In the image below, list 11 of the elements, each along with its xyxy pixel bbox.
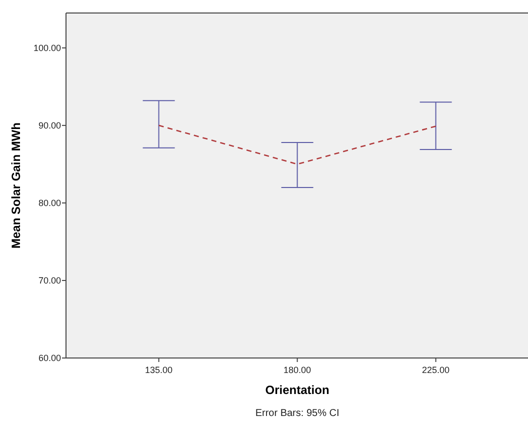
x-tick-label: 135.00 bbox=[145, 365, 173, 375]
x-axis-title: Orientation bbox=[265, 383, 330, 397]
x-tick-label: 180.00 bbox=[284, 365, 312, 375]
y-tick-label: 100.00 bbox=[33, 43, 61, 54]
text: Error Bars: 95% CI bbox=[255, 408, 340, 419]
x-tick-label: 225.00 bbox=[422, 365, 450, 375]
y-tick-label: 70.00 bbox=[38, 276, 61, 286]
y-tick-label: 60.00 bbox=[38, 353, 61, 364]
y-tick-label: 90.00 bbox=[38, 120, 61, 131]
y-axis-title: Mean Solar Gain MWh bbox=[9, 122, 23, 249]
y-tick-label: 80.00 bbox=[38, 198, 61, 208]
